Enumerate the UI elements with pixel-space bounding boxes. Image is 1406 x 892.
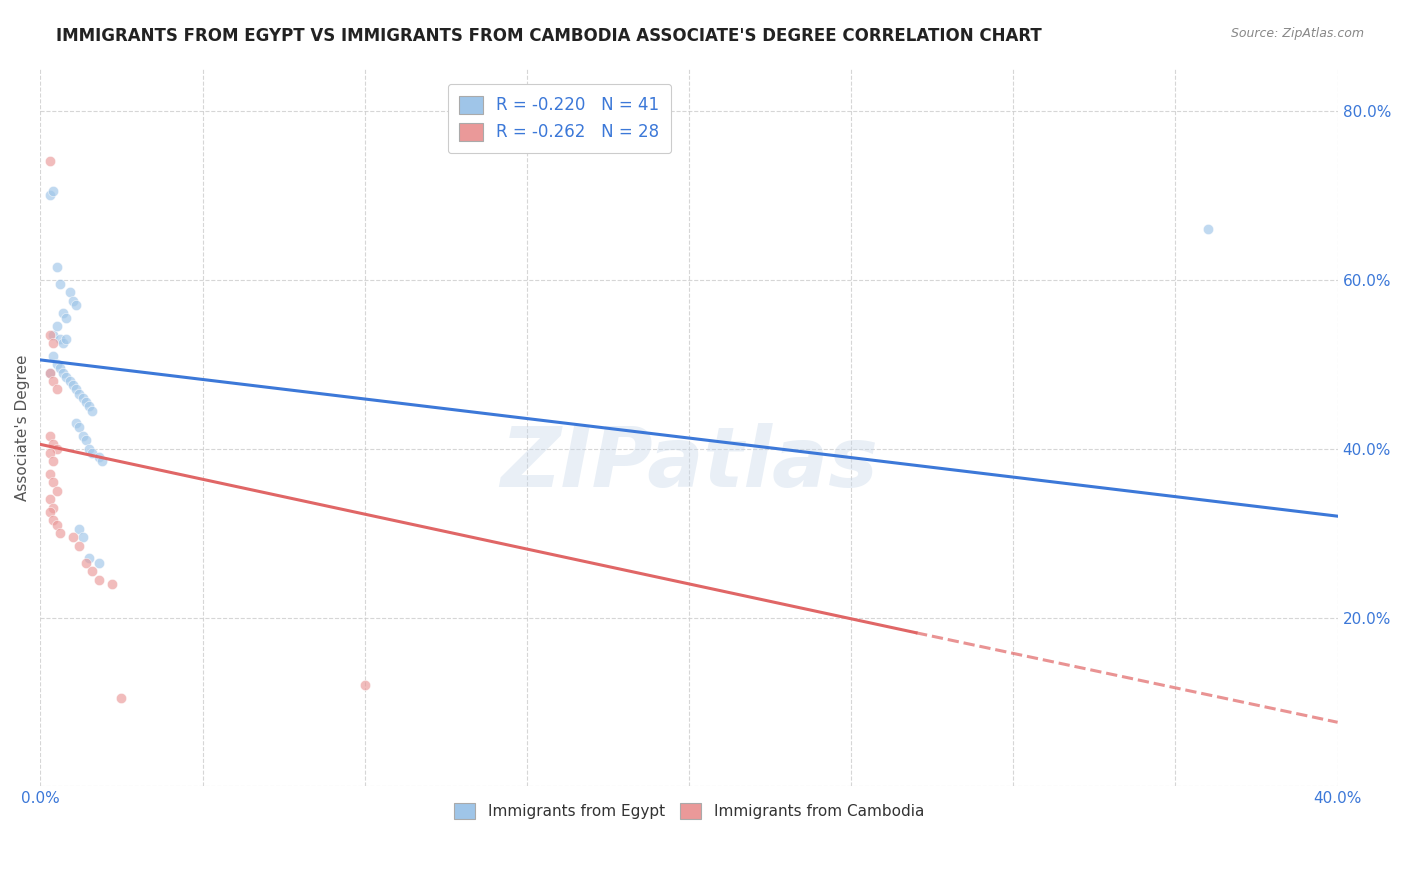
Point [42,437,65,451]
Point [45,483,67,498]
Point [67,386,90,401]
Point [39,188,62,202]
Point [42,513,65,527]
Point [55,369,77,384]
Point [39,366,62,380]
Point [72,391,94,405]
Point [45,357,67,371]
Point [49,526,72,541]
Point [39,505,62,519]
Point [42,327,65,342]
Y-axis label: Associate's Degree: Associate's Degree [15,354,30,500]
Point [91,454,114,468]
Point [39,446,62,460]
Text: Source: ZipAtlas.com: Source: ZipAtlas.com [1230,27,1364,40]
Point [1197,222,1219,236]
Point [82,564,104,578]
Point [353,678,375,692]
Point [75,556,97,570]
Point [62,530,84,544]
Point [42,374,65,388]
Point [42,184,65,198]
Point [52,306,75,320]
Point [39,366,62,380]
Point [82,403,104,417]
Point [77,551,100,566]
Point [62,293,84,308]
Point [67,420,90,434]
Point [42,349,65,363]
Point [45,319,67,334]
Point [75,395,97,409]
Point [45,260,67,274]
Point [49,332,72,346]
Legend: Immigrants from Egypt, Immigrants from Cambodia: Immigrants from Egypt, Immigrants from C… [449,797,931,825]
Point [75,433,97,447]
Point [39,154,62,169]
Point [39,492,62,507]
Point [65,417,87,431]
Point [45,517,67,532]
Point [55,332,77,346]
Point [67,539,90,553]
Point [77,400,100,414]
Point [39,429,62,443]
Point [45,442,67,456]
Text: ZIPatlas: ZIPatlas [501,423,877,504]
Point [59,374,82,388]
Point [77,442,100,456]
Point [59,285,82,300]
Point [52,366,75,380]
Point [42,336,65,351]
Point [110,690,132,705]
Point [49,361,72,376]
Point [87,573,110,587]
Point [39,467,62,481]
Point [87,450,110,464]
Point [39,327,62,342]
Point [49,277,72,291]
Point [42,475,65,490]
Point [82,446,104,460]
Text: IMMIGRANTS FROM EGYPT VS IMMIGRANTS FROM CAMBODIA ASSOCIATE'S DEGREE CORRELATION: IMMIGRANTS FROM EGYPT VS IMMIGRANTS FROM… [56,27,1042,45]
Point [65,383,87,397]
Point [72,530,94,544]
Point [65,298,87,312]
Point [52,336,75,351]
Point [42,454,65,468]
Point [55,310,77,325]
Point [100,576,122,591]
Point [62,378,84,392]
Point [72,429,94,443]
Point [42,500,65,515]
Point [67,522,90,536]
Point [45,383,67,397]
Point [87,556,110,570]
